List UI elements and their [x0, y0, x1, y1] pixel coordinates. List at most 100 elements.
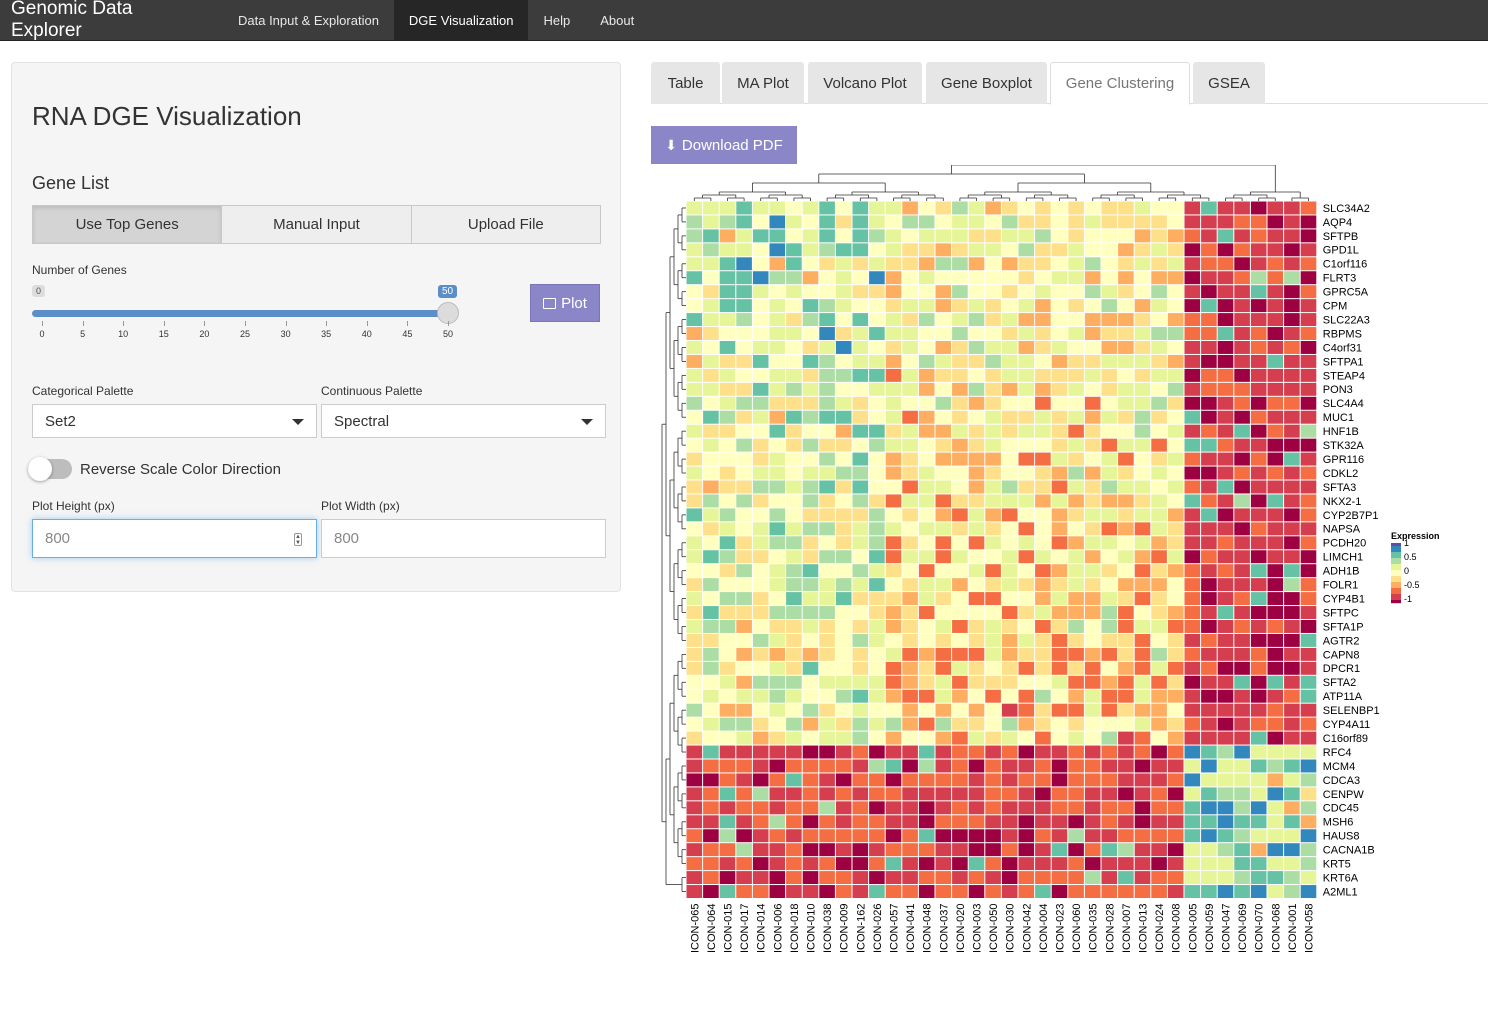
tab-gene-clustering[interactable]: Gene Clustering	[1050, 62, 1190, 105]
heatmap-cell	[835, 689, 852, 703]
heatmap-cell	[985, 438, 1001, 452]
heatmap-cell	[1018, 215, 1035, 229]
heatmap-cell	[1151, 829, 1167, 843]
sample-label: ICON-018	[789, 904, 801, 954]
heatmap-cell	[1101, 801, 1118, 815]
download-pdf-button[interactable]: ⬇ Download PDF	[651, 126, 797, 164]
heatmap-cell	[1001, 508, 1018, 522]
heatmap-cell	[869, 536, 885, 550]
heatmap-cell	[885, 327, 902, 340]
gene-label: PCDH20	[1323, 538, 1366, 550]
heatmap-cell	[752, 871, 769, 885]
heatmap-cell	[852, 438, 869, 452]
heatmap-cell	[703, 354, 719, 368]
heatmap-cell	[703, 299, 719, 313]
tab-table[interactable]: Table	[651, 62, 720, 104]
heatmap-cell	[1284, 829, 1300, 843]
heatmap-cell	[968, 327, 985, 340]
spinner-icon[interactable]: ▲ ▼	[294, 533, 302, 546]
heatmap-cell	[1250, 592, 1267, 606]
heatmap-cell	[1134, 578, 1151, 592]
heatmap-cell	[918, 550, 935, 564]
use-top-genes-button[interactable]: Use Top Genes	[32, 205, 223, 244]
tab-gsea[interactable]: GSEA	[1193, 62, 1265, 104]
heatmap-cell	[819, 201, 835, 215]
heatmap-cell	[769, 592, 786, 606]
plot-width-input[interactable]: 800	[321, 519, 606, 558]
heatmap-cell	[752, 410, 769, 424]
heatmap-cell	[1084, 396, 1101, 410]
heatmap-cell	[1234, 815, 1250, 829]
heatmap-cell	[736, 327, 752, 340]
heatmap-cell	[1184, 759, 1201, 773]
legend-gradient-step	[1391, 564, 1401, 568]
heatmap-cell	[719, 452, 736, 466]
heatmap-cell	[1101, 257, 1118, 271]
heatmap-cell	[968, 313, 985, 327]
plot-height-input[interactable]: 800 ▲ ▼	[32, 519, 317, 558]
heatmap-cell	[835, 578, 852, 592]
heatmap-cell	[902, 675, 918, 689]
categorical-palette-select[interactable]: Set2	[32, 404, 317, 438]
heatmap-cell	[985, 243, 1001, 257]
num-genes-slider[interactable]: 0 50 0 5 10 15 20 25 30 35 40 45 50	[32, 285, 459, 345]
heatmap-cell	[968, 703, 985, 717]
nav-help[interactable]: Help	[543, 12, 571, 28]
sample-label: ICON-058	[1304, 904, 1316, 954]
heatmap-cell	[1051, 801, 1068, 815]
heatmap-cell	[736, 633, 752, 647]
heatmap-cell	[1217, 675, 1234, 689]
heatmap-cell	[769, 731, 786, 745]
tab-volcano-plot[interactable]: Volcano Plot	[808, 62, 922, 104]
heatmap-cell	[1267, 550, 1284, 564]
heatmap-cell	[686, 885, 703, 898]
heatmap-cell	[719, 522, 736, 536]
heatmap-cell	[1051, 285, 1068, 299]
tab-gene-boxplot[interactable]: Gene Boxplot	[926, 62, 1047, 104]
slider-track[interactable]	[32, 310, 447, 317]
heatmap-cell	[1084, 313, 1101, 327]
heatmap-cell	[802, 745, 819, 759]
sample-label: ICON-047	[1221, 904, 1233, 954]
heatmap-cell	[1035, 787, 1051, 801]
heatmap-cell	[1001, 452, 1018, 466]
reverse-scale-toggle[interactable]	[28, 457, 72, 481]
heatmap-cell	[736, 452, 752, 466]
heatmap-cell	[935, 620, 952, 633]
plot-button[interactable]: Plot	[530, 284, 600, 322]
nav-about[interactable]: About	[600, 12, 635, 28]
upload-file-button[interactable]: Upload File	[411, 205, 601, 244]
legend-gradient-step	[1391, 573, 1401, 577]
heatmap-cell	[1118, 494, 1134, 508]
heatmap-cell	[736, 578, 752, 592]
continuous-palette-select[interactable]: Spectral	[321, 404, 606, 438]
heatmap-cell	[1001, 243, 1018, 257]
heatmap-cell	[686, 494, 703, 508]
heatmap-cell	[935, 633, 952, 647]
heatmap-cell	[985, 773, 1001, 787]
manual-input-button[interactable]: Manual Input	[222, 205, 412, 244]
gene-label: ADH1B	[1323, 566, 1360, 578]
app-brand[interactable]: Genomic Data Explorer	[11, 0, 133, 41]
sample-label: ICON-010	[806, 904, 818, 954]
tab-ma-plot[interactable]: MA Plot	[722, 62, 804, 104]
heatmap-cell	[1134, 341, 1151, 354]
heatmap-cell	[869, 382, 885, 396]
heatmap-cell	[1051, 745, 1068, 759]
heatmap-cell	[802, 480, 819, 494]
heatmap-cell	[935, 661, 952, 675]
heatmap-cell	[1250, 787, 1267, 801]
heatmap-cell	[835, 410, 852, 424]
nav-dge-visualization[interactable]: DGE Visualization	[393, 0, 529, 40]
heatmap-cell	[769, 229, 786, 243]
heatmap-cell	[686, 341, 703, 354]
heatmap-cell	[1250, 815, 1267, 829]
heatmap-cell	[935, 285, 952, 299]
heatmap-cell	[1134, 689, 1151, 703]
nav-data-input[interactable]: Data Input & Exploration	[238, 12, 379, 28]
heatmap-cell	[869, 229, 885, 243]
heatmap-cell	[869, 494, 885, 508]
heatmap-cell	[769, 480, 786, 494]
heatmap-cell	[1151, 536, 1167, 550]
heatmap-cell	[1084, 466, 1101, 480]
